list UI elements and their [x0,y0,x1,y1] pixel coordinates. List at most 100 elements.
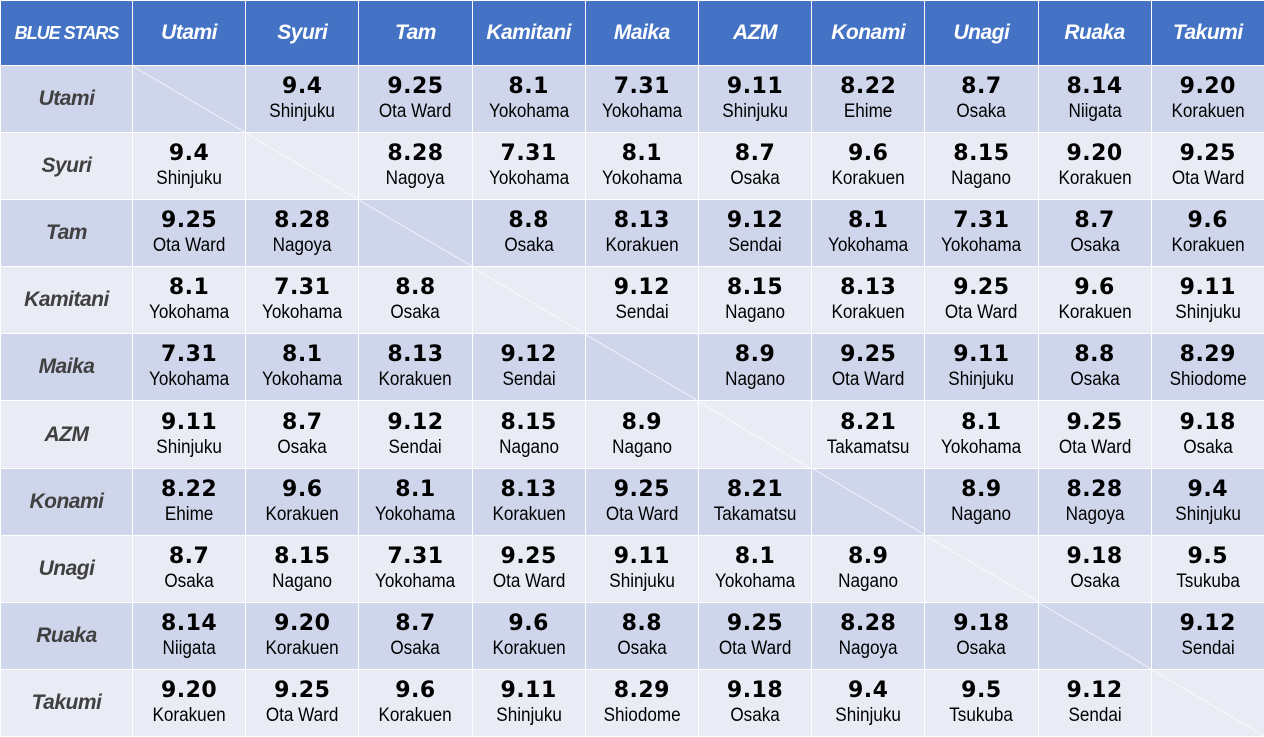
match-date: 8.7 [282,409,323,435]
match-cell: 8.29 Shiodome [1150,333,1264,402]
match-cell: 9.11 Shinjuku [697,64,813,134]
match-venue: Yokohama [601,168,682,190]
match-date: 9.6 [395,677,436,703]
table-header: BLUE STARS Utami Syuri Tam Kamitani Maik… [0,0,1264,66]
match-cell: 9.6 Korakuen [358,668,473,737]
match-cell: 9.25 Ota Ward [245,668,360,737]
match-cell: 8.7 Osaka [1037,199,1152,268]
diagonal-cell [131,64,247,134]
match-date: 9.6 [847,141,889,167]
match-cell: 8.1 Yokohama [811,199,926,268]
match-venue: Shinjuku [1174,302,1241,324]
column-header: Utami [131,0,247,66]
match-venue: Shiodome [1169,369,1247,391]
match-date: 9.12 [500,342,557,368]
match-date: 9.11 [726,74,784,100]
match-date: 8.13 [840,275,897,301]
match-venue: Ehime [843,101,893,123]
match-cell: 8.22 Ehime [811,64,926,134]
match-cell: 8.29 Shiodome [584,668,699,737]
match-cell: 9.20 Korakuen [1037,132,1152,201]
match-venue: Korakuen [492,637,566,659]
match-cell: 8.28 Nagoya [245,199,360,268]
match-venue: Nagoya [385,168,445,190]
match-date: 8.8 [508,208,549,234]
column-header: Syuri [245,0,360,66]
match-date: 8.13 [387,342,444,368]
match-cell: 9.11 Shinjuku [1150,266,1264,335]
match-date: 9.25 [953,275,1010,301]
match-cell: 8.1 Yokohama [358,467,473,536]
match-cell: 8.9 Nagano [697,333,813,402]
match-cell: 9.25 Ota Ward [1037,400,1152,469]
row-header: Maika [0,333,133,402]
diagonal-cell [697,400,813,469]
match-date: 8.15 [726,275,784,301]
match-date: 9.11 [160,409,218,435]
match-cell: 9.5 Tsukuba [924,668,1039,737]
match-date: 8.1 [847,208,889,234]
match-cell: 7.31 Yokohama [924,199,1039,268]
table-row: Utami 9.4 Shinjuku 9.25 Ota Ward 8.1 Yokohama 7… [0,64,1264,134]
match-venue: Korakuen [265,503,339,525]
match-cell: 9.18 Osaka [1037,534,1152,603]
match-cell: 8.9 Nagano [584,400,699,469]
match-date: 8.7 [395,610,436,636]
match-cell: 9.12 Sendai [697,199,813,268]
match-date: 8.13 [500,476,557,502]
match-cell: 9.20 Korakuen [245,601,360,670]
match-venue: Korakuen [1171,101,1245,123]
match-date: 7.31 [160,342,218,368]
match-date: 9.25 [274,677,331,703]
match-cell: 8.1 Yokohama [697,534,813,603]
match-venue: Ota Ward [492,570,565,592]
match-date: 8.9 [847,543,889,569]
match-cell: 8.1 Yokohama [924,400,1039,469]
row-header: AZM [0,400,133,469]
diagonal-cell [811,467,926,536]
match-cell: 8.28 Nagoya [811,601,926,670]
match-venue: Nagano [838,570,899,592]
match-cell: 8.14 Niigata [1037,64,1152,134]
match-venue: Korakuen [1171,235,1245,257]
match-date: 8.8 [621,610,663,636]
match-cell: 9.4 Shinjuku [811,668,926,737]
match-date: 9.20 [274,610,331,636]
match-venue: Korakuen [265,637,339,659]
match-venue: Osaka [617,637,667,659]
match-venue: Takamatsu [826,436,910,458]
match-venue: Sendai [728,235,782,257]
match-venue: Nagano [611,436,672,458]
match-date: 9.20 [160,677,218,703]
match-cell: 8.13 Korakuen [471,467,586,536]
match-venue: Osaka [956,101,1007,123]
match-venue: Korakuen [378,369,453,391]
match-venue: Shinjuku [269,101,336,123]
match-venue: Takamatsu [713,503,797,525]
match-venue: Shinjuku [156,168,222,190]
match-date: 8.15 [274,543,331,569]
match-cell: 8.15 Nagano [924,132,1039,201]
match-cell: 8.15 Nagano [245,534,360,603]
match-date: 8.13 [613,208,670,234]
match-cell: 9.6 Korakuen [471,601,586,670]
match-date: 9.11 [500,677,557,703]
match-date: 8.9 [734,342,776,368]
match-date: 9.25 [160,208,218,234]
match-venue: Yokohama [149,369,230,391]
match-venue: Tsukuba [949,704,1014,726]
match-date: 9.25 [1066,409,1123,435]
match-date: 9.11 [613,543,670,569]
match-date: 9.11 [953,342,1010,368]
match-date: 8.21 [726,476,784,502]
match-venue: Yokohama [714,570,796,592]
table-body: Utami 9.4 Shinjuku 9.25 Ota Ward 8.1 Yokohama 7… [0,64,1264,737]
match-date: 8.28 [274,208,331,234]
match-venue: Ota Ward [1058,436,1131,458]
match-date: 9.18 [726,677,784,703]
match-cell: 8.28 Nagoya [358,132,473,201]
match-date: 8.1 [395,476,436,502]
match-venue: Osaka [503,235,554,257]
match-cell: 9.4 Shinjuku [131,132,247,201]
row-header: Syuri [0,132,133,201]
